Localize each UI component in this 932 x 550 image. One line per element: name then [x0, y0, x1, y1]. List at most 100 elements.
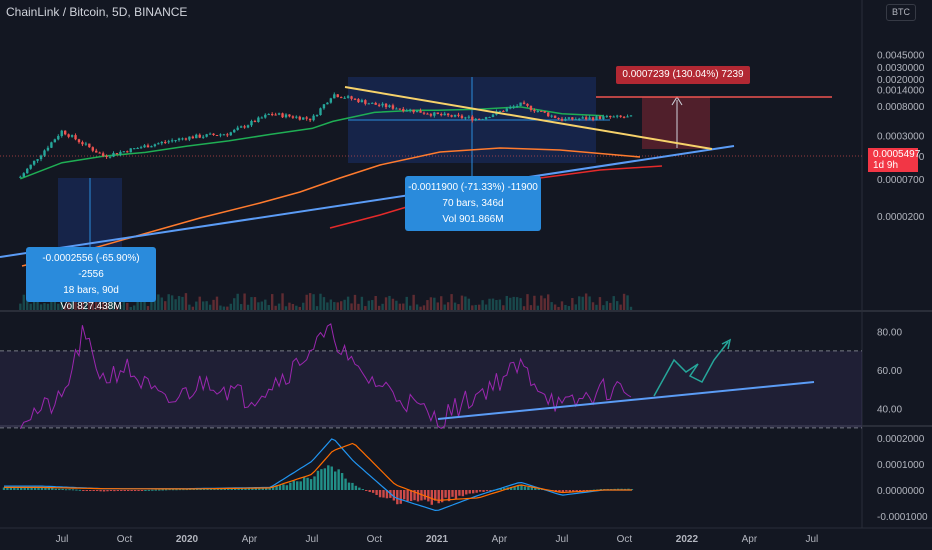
volume-bar: [453, 302, 457, 310]
candle-body: [146, 145, 150, 148]
volume-bar: [284, 306, 288, 310]
macd-histogram-bar: [85, 490, 88, 491]
volume-bar: [619, 304, 622, 310]
range-1-label: -0.0002556 (-65.90%) -2556 18 bars, 90d …: [26, 247, 156, 312]
candle-body: [177, 138, 181, 141]
macd-histogram-bar: [23, 487, 26, 490]
macd-histogram-bar: [95, 490, 99, 491]
trendlines: [0, 86, 832, 258]
macd-histogram-bar: [340, 473, 344, 490]
macd-histogram-bar: [206, 488, 209, 490]
volume-bar: [550, 302, 553, 310]
volume-bar: [391, 298, 395, 310]
candle-body: [402, 108, 405, 112]
macd-histogram-bar: [299, 481, 302, 490]
candle-body: [29, 164, 32, 169]
macd-histogram-bar: [2, 487, 6, 490]
candle-body: [274, 114, 277, 116]
candle-body: [536, 110, 540, 112]
macd-histogram-bar: [371, 490, 375, 493]
candle-body: [464, 117, 467, 119]
volume-bar: [440, 296, 443, 310]
macd-histogram-bar: [71, 489, 75, 491]
macd-histogram-bar: [503, 487, 506, 490]
volume-bar: [19, 303, 22, 310]
volume-bar: [160, 297, 163, 310]
macd-histogram-bar: [292, 480, 295, 490]
volume-bar: [567, 306, 571, 310]
candle-body: [605, 115, 609, 117]
macd-histogram-bar: [458, 490, 461, 496]
candle-body: [74, 135, 77, 140]
macd-histogram-bar: [599, 488, 603, 490]
macd-histogram-bar: [530, 486, 534, 490]
candle-body: [360, 100, 364, 103]
volume-bar: [136, 296, 139, 310]
macd-histogram-bar: [430, 490, 433, 505]
volume-bar: [471, 305, 474, 310]
candle-body: [474, 118, 477, 121]
candle-body: [226, 134, 229, 136]
macd-histogram-bar: [489, 490, 492, 491]
candle-body: [267, 114, 270, 116]
macd-histogram-bar: [534, 488, 537, 490]
volume-bar: [436, 302, 439, 310]
candle-body: [150, 146, 153, 148]
macd-histogram-bar: [68, 489, 71, 491]
candle-body: [212, 133, 215, 136]
rsi-band: [0, 350, 862, 428]
candle-body: [143, 145, 146, 148]
candle-body: [126, 151, 129, 153]
volume-bar: [415, 304, 419, 310]
price-tick-label: 0.0000200: [877, 212, 925, 223]
volume-bar: [536, 305, 540, 310]
candle-body: [567, 117, 571, 119]
macd-histogram-bar: [168, 489, 171, 491]
macd-histogram-bar: [9, 487, 13, 490]
candle-body: [122, 151, 126, 153]
candle-body: [419, 110, 422, 113]
macd-histogram-bar: [33, 486, 37, 490]
macd-histogram-bar: [133, 490, 137, 491]
candle-body: [57, 136, 60, 140]
candle-body: [112, 153, 115, 157]
macd-histogram-bar: [233, 488, 237, 490]
volume-bar: [295, 305, 298, 310]
macd-histogram-bar: [468, 490, 471, 494]
price-tick-label: 0.0045000: [877, 51, 925, 62]
time-tick-label: Jul: [556, 534, 569, 545]
volume-bar: [236, 293, 239, 310]
volume-bar: [509, 297, 512, 310]
volume-bar: [515, 297, 519, 310]
time-tick-label: Jul: [306, 534, 319, 545]
candle-body: [67, 134, 70, 137]
candle-body: [591, 117, 595, 120]
candle-body: [477, 118, 481, 120]
volume-bar: [53, 294, 57, 310]
currency-badge[interactable]: BTC: [886, 4, 916, 21]
macd-histogram-bar: [147, 489, 151, 491]
candle-body: [353, 98, 357, 100]
macd-histogram-bar: [413, 490, 416, 501]
candle-body: [229, 132, 232, 136]
macd-histogram-bar: [89, 490, 92, 491]
volume-bar: [598, 297, 602, 310]
volume-bar: [95, 301, 98, 310]
candle-body: [39, 155, 43, 160]
volume-bar: [339, 301, 343, 310]
macd-histogram-bar: [78, 489, 82, 491]
price-tick-label: 0.0014000: [877, 86, 925, 97]
volume-bar: [581, 296, 584, 310]
volume-bar: [422, 305, 426, 310]
volume-bar: [502, 305, 505, 310]
volume-bar: [184, 293, 188, 310]
candle-body: [167, 141, 170, 143]
candle-body: [522, 102, 526, 104]
macd-histogram-bar: [620, 488, 623, 490]
candle-body: [157, 143, 160, 145]
macd-histogram-bar: [120, 490, 123, 491]
candle-body: [533, 110, 536, 112]
macd-histogram-bar: [347, 482, 351, 490]
candle-body: [191, 136, 195, 139]
volume-bar: [105, 303, 108, 310]
